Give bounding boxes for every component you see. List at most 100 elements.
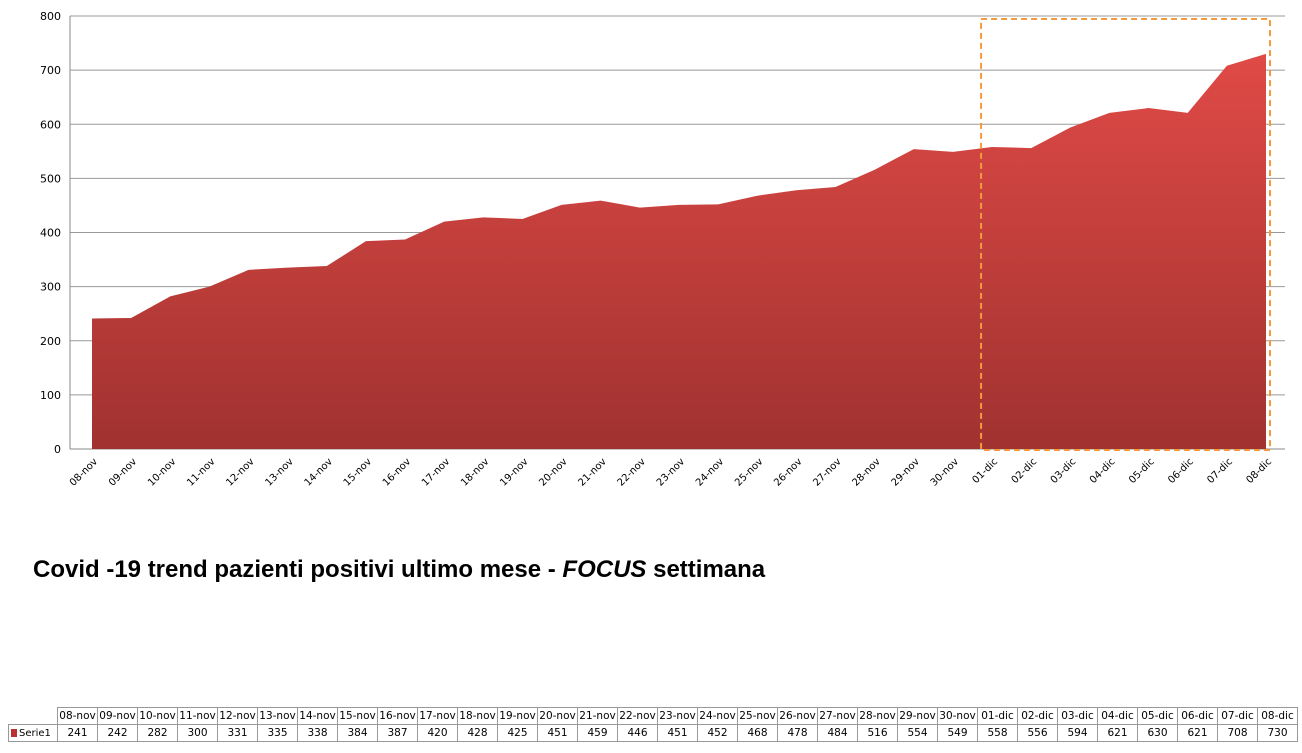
table-value-cell: 428 xyxy=(457,724,498,742)
table-value-cell: 730 xyxy=(1257,724,1298,742)
table-header-cell: 04-dic xyxy=(1097,707,1138,725)
table-value-cell: 630 xyxy=(1137,724,1178,742)
x-tick-label: 15-nov xyxy=(342,456,374,488)
y-tick-label: 0 xyxy=(54,443,61,456)
table-value-cell: 425 xyxy=(497,724,538,742)
x-tick-label: 05-dic xyxy=(1127,456,1157,486)
table-value-cell: 558 xyxy=(977,724,1018,742)
table-value-cell: 621 xyxy=(1097,724,1138,742)
table-header-cell: 15-nov xyxy=(337,707,378,725)
y-tick-label: 300 xyxy=(40,281,61,294)
table-value-cell: 338 xyxy=(297,724,338,742)
x-tick-label: 24-nov xyxy=(694,456,726,488)
table-header-cell: 06-dic xyxy=(1177,707,1218,725)
table-value-cell: 451 xyxy=(657,724,698,742)
table-value-cell: 335 xyxy=(257,724,298,742)
table-value-cell: 452 xyxy=(697,724,738,742)
table-value-cell: 300 xyxy=(177,724,218,742)
y-tick-label: 600 xyxy=(40,118,61,131)
table-value-cell: 708 xyxy=(1217,724,1258,742)
x-tick-label: 23-nov xyxy=(655,456,687,488)
x-tick-label: 12-nov xyxy=(224,456,256,488)
table-value-cell: 516 xyxy=(857,724,898,742)
table-row: Serie1 241 242 282 300 331 335 338 384 387 420 428 4… xyxy=(8,724,1298,742)
table-value-cell: 331 xyxy=(217,724,258,742)
y-tick-label: 500 xyxy=(40,172,61,185)
x-tick-label: 30-nov xyxy=(929,456,961,488)
table-header-cell: 28-nov xyxy=(857,707,898,725)
table-header-cell: 25-nov xyxy=(737,707,778,725)
x-tick-label: 22-nov xyxy=(616,456,648,488)
x-tick-label: 19-nov xyxy=(498,456,530,488)
table-header-cell: 26-nov xyxy=(777,707,818,725)
table-value-cell: 484 xyxy=(817,724,858,742)
x-tick-label: 10-nov xyxy=(146,456,178,488)
table-value-cell: 451 xyxy=(537,724,578,742)
table-header-row: 08-nov 09-nov 10-nov 11-nov 12-nov 13-nov 14-n… xyxy=(8,707,1298,725)
table-value-cell: 282 xyxy=(137,724,178,742)
table-header-cell: 18-nov xyxy=(457,707,498,725)
table-value-cell: 468 xyxy=(737,724,778,742)
table-header-cell: 05-dic xyxy=(1137,707,1178,725)
table-value-cell: 556 xyxy=(1017,724,1058,742)
series-legend-cell: Serie1 xyxy=(8,724,58,742)
table-header-cell: 16-nov xyxy=(377,707,418,725)
x-tick-label: 17-nov xyxy=(420,456,452,488)
table-header-cell: 09-nov xyxy=(97,707,138,725)
x-tick-label: 04-dic xyxy=(1088,456,1118,486)
y-tick-label: 100 xyxy=(40,389,61,402)
table-header-cell: 13-nov xyxy=(257,707,298,725)
table-header-cell: 24-nov xyxy=(697,707,738,725)
x-tick-label: 25-nov xyxy=(733,456,765,488)
table-header-cell: 20-nov xyxy=(537,707,578,725)
table-header-cell: 19-nov xyxy=(497,707,538,725)
table-header-cell: 07-dic xyxy=(1217,707,1258,725)
x-tick-label: 16-nov xyxy=(381,456,413,488)
x-tick-label: 21-nov xyxy=(577,456,609,488)
table-value-cell: 241 xyxy=(57,724,98,742)
table-value-cell: 387 xyxy=(377,724,418,742)
x-tick-label: 03-dic xyxy=(1049,456,1079,486)
x-tick-label: 08-nov xyxy=(68,456,100,488)
x-tick-label: 02-dic xyxy=(1010,456,1040,486)
table-value-cell: 420 xyxy=(417,724,458,742)
table-header-cell: 27-nov xyxy=(817,707,858,725)
table-corner xyxy=(8,707,58,725)
table-header-cell: 30-nov xyxy=(937,707,978,725)
table-header-cell: 12-nov xyxy=(217,707,258,725)
series-name: Serie1 xyxy=(19,727,51,739)
y-tick-label: 800 xyxy=(40,10,61,23)
table-value-cell: 478 xyxy=(777,724,818,742)
x-tick-label: 06-dic xyxy=(1166,456,1196,486)
x-tick-label: 09-nov xyxy=(107,456,139,488)
data-table: 08-nov 09-nov 10-nov 11-nov 12-nov 13-nov 14-n… xyxy=(8,707,1298,742)
table-header-cell: 22-nov xyxy=(617,707,658,725)
x-tick-label: 28-nov xyxy=(850,456,882,488)
x-tick-label: 26-nov xyxy=(772,456,804,488)
y-tick-label: 400 xyxy=(40,227,61,240)
table-header-cell: 23-nov xyxy=(657,707,698,725)
table-value-cell: 549 xyxy=(937,724,978,742)
x-tick-label: 13-nov xyxy=(263,456,295,488)
chart-title: Covid -19 trend pazienti positivi ultimo… xyxy=(33,556,766,583)
table-header-cell: 08-nov xyxy=(57,707,98,725)
table-value-cell: 446 xyxy=(617,724,658,742)
legend-swatch xyxy=(11,728,17,737)
table-value-cell: 554 xyxy=(897,724,938,742)
y-tick-label: 700 xyxy=(40,64,61,77)
table-header-cell: 03-dic xyxy=(1057,707,1098,725)
table-header-cell: 08-dic xyxy=(1257,707,1298,725)
table-header-cell: 10-nov xyxy=(137,707,178,725)
table-header-cell: 14-nov xyxy=(297,707,338,725)
x-tick-label: 18-nov xyxy=(459,456,491,488)
x-tick-label: 08-dic xyxy=(1244,456,1274,486)
x-tick-label: 01-dic xyxy=(971,456,1001,486)
area-chart: 0 100 200 300 400 500 600 700 800 08-nov 09-nov 10-… xyxy=(40,10,1285,489)
table-value-cell: 594 xyxy=(1057,724,1098,742)
table-header-cell: 21-nov xyxy=(577,707,618,725)
table-value-cell: 621 xyxy=(1177,724,1218,742)
table-value-cell: 384 xyxy=(337,724,378,742)
table-header-cell: 29-nov xyxy=(897,707,938,725)
table-header-cell: 02-dic xyxy=(1017,707,1058,725)
table-value-cell: 459 xyxy=(577,724,618,742)
